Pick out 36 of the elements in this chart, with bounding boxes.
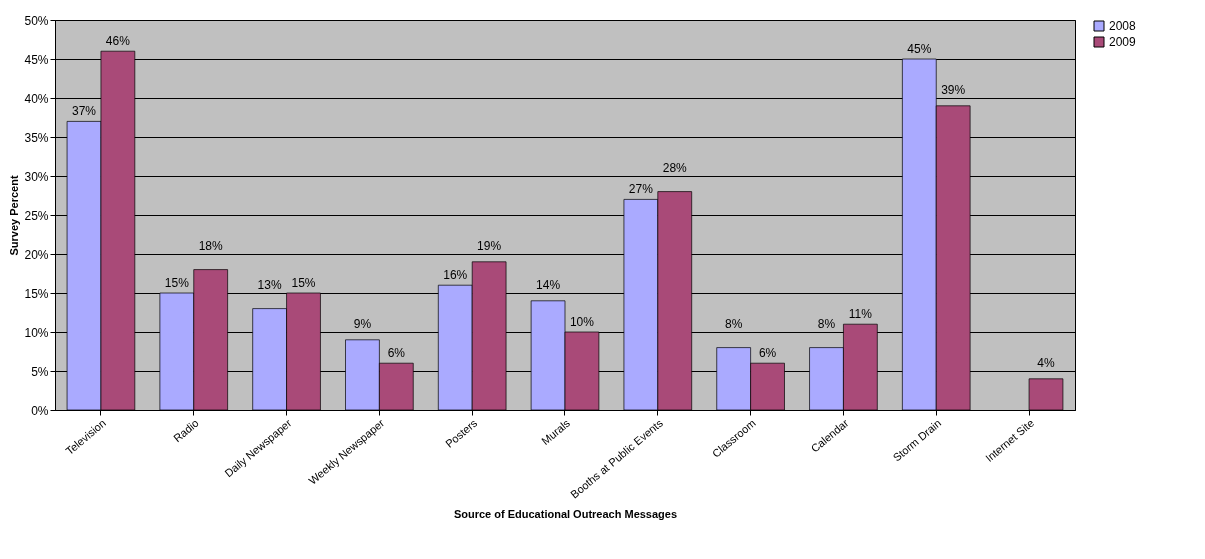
- data-label: 27%: [628, 182, 654, 197]
- y-tick-label: 35%: [24, 130, 49, 145]
- y-tick-label: 50%: [24, 13, 49, 28]
- data-label: 45%: [907, 42, 932, 56]
- data-label: 28%: [662, 160, 688, 175]
- y-tick-label: 20%: [24, 247, 49, 262]
- y-tick-label: 5%: [31, 364, 49, 379]
- data-label: 8%: [725, 316, 743, 331]
- legend-label: 2009: [1109, 35, 1137, 49]
- data-label: 10%: [569, 315, 595, 329]
- y-tick-label: 0%: [31, 403, 49, 418]
- y-tick-label: 25%: [24, 208, 49, 223]
- data-label: 15%: [164, 276, 190, 290]
- data-label: 19%: [477, 238, 502, 253]
- data-label: 9%: [353, 316, 372, 331]
- data-label: 6%: [758, 346, 777, 361]
- data-label: 39%: [941, 82, 966, 97]
- legend-label: 2008: [1109, 19, 1137, 33]
- y-tick-label: 15%: [24, 286, 49, 301]
- data-label: 16%: [443, 268, 468, 283]
- data-label: 11%: [848, 307, 873, 322]
- data-label: 13%: [257, 277, 282, 292]
- y-tick-label: 45%: [24, 52, 49, 67]
- data-label: 6%: [387, 346, 406, 361]
- data-label: 4%: [1037, 355, 1055, 370]
- x-axis-title: Source of Educational Outreach Messages: [453, 507, 678, 520]
- data-label: 8%: [817, 316, 836, 331]
- data-label: 37%: [71, 104, 97, 119]
- data-label: 18%: [198, 238, 224, 253]
- data-label: 46%: [105, 34, 131, 49]
- data-label: 15%: [291, 276, 316, 290]
- y-tick-label: 10%: [24, 325, 49, 340]
- data-label: 14%: [536, 277, 561, 292]
- y-tick-label: 40%: [24, 91, 49, 106]
- y-tick-label: 30%: [24, 169, 49, 184]
- y-axis-title: Survey Percent: [8, 175, 21, 256]
